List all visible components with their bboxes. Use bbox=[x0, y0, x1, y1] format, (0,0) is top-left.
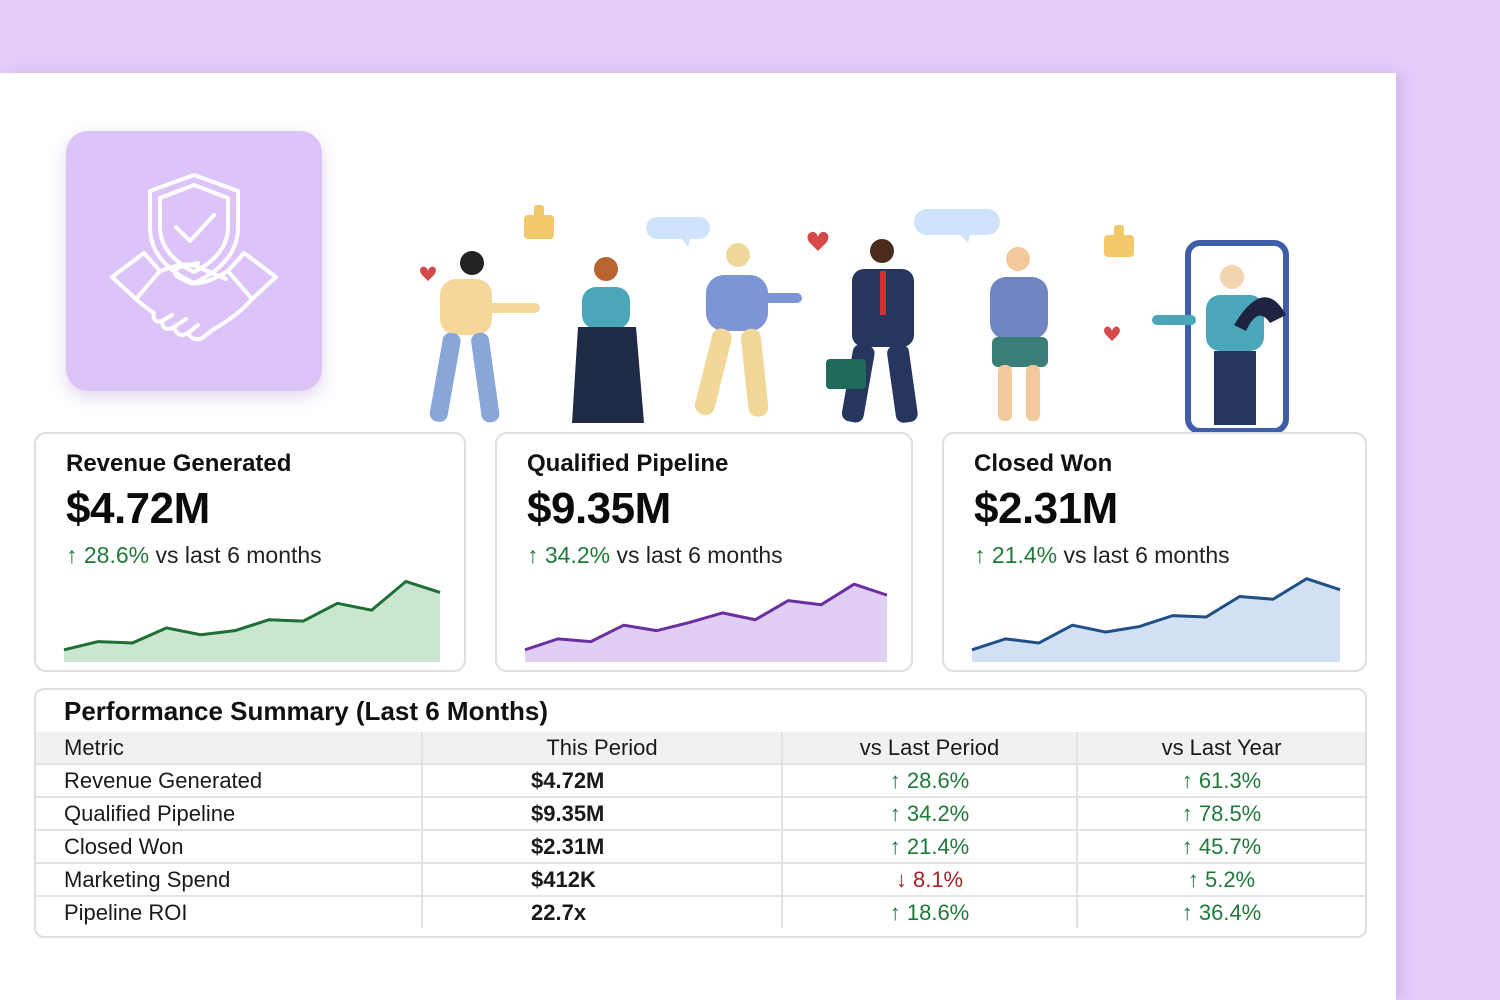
card-title: Revenue Generated bbox=[66, 450, 292, 477]
sparkline-line bbox=[971, 577, 1341, 652]
column-header[interactable]: This Period bbox=[421, 732, 782, 765]
card-change-suffix: vs last 6 months bbox=[1057, 542, 1230, 568]
last-year-cell: ↑ 5.2% bbox=[1076, 863, 1365, 897]
sparkline-area bbox=[525, 584, 887, 662]
value-cell: $9.35M bbox=[421, 797, 782, 831]
person-figure bbox=[572, 257, 644, 423]
table-row: Qualified Pipeline $9.35M ↑ 34.2% ↑ 78.5… bbox=[36, 797, 1365, 831]
metric-cell: Closed Won bbox=[36, 830, 422, 864]
card-delta: ↑ 28.6% vs last 6 months bbox=[66, 542, 322, 569]
card-value: $2.31M bbox=[974, 484, 1118, 533]
briefcase-icon bbox=[826, 359, 866, 389]
table-row: Marketing Spend $412K ↓ 8.1% ↑ 5.2% bbox=[36, 863, 1365, 897]
thumbs-up-icon bbox=[524, 205, 554, 239]
thumbs-up-icon bbox=[1104, 225, 1134, 257]
card-delta: ↑ 21.4% vs last 6 months bbox=[974, 542, 1230, 569]
card-delta: ↑ 34.2% vs last 6 months bbox=[527, 542, 783, 569]
sparkline-line bbox=[63, 579, 441, 652]
value-cell: $2.31M bbox=[421, 830, 782, 864]
card-value: $9.35M bbox=[527, 484, 671, 533]
kpi-card-pipeline[interactable]: Qualified Pipeline $9.35M ↑ 34.2% vs las… bbox=[495, 432, 913, 672]
last-period-cell: ↓ 8.1% bbox=[781, 863, 1077, 897]
kpi-card-revenue[interactable]: Revenue Generated $4.72M ↑ 28.6% vs last… bbox=[34, 432, 466, 672]
heart-icon bbox=[807, 231, 829, 251]
card-change: 34.2% bbox=[544, 542, 611, 568]
last-year-cell: ↑ 45.7% bbox=[1076, 830, 1365, 864]
card-change: 21.4% bbox=[991, 542, 1058, 568]
table-row: Closed Won $2.31M ↑ 21.4% ↑ 45.7% bbox=[36, 830, 1365, 864]
performance-summary-table: Performance Summary (Last 6 Months) Metr… bbox=[34, 688, 1367, 938]
phone-frame-icon bbox=[1152, 240, 1289, 434]
last-period-cell: ↑ 21.4% bbox=[781, 830, 1077, 864]
person-figure bbox=[694, 243, 802, 417]
value-cell: $4.72M bbox=[421, 764, 782, 798]
table-header-row: Metric This Period vs Last Period vs Las… bbox=[36, 732, 1365, 765]
sparkline-chart bbox=[524, 582, 888, 662]
last-year-cell: ↑ 61.3% bbox=[1076, 764, 1365, 798]
last-period-cell: ↑ 34.2% bbox=[781, 797, 1077, 831]
value-cell: $412K bbox=[421, 863, 782, 897]
card-title: Qualified Pipeline bbox=[527, 450, 729, 477]
table-row: Pipeline ROI 22.7x ↑ 18.6% ↑ 36.4% bbox=[36, 896, 1365, 928]
magnet-icon bbox=[1234, 297, 1286, 331]
card-change-suffix: vs last 6 months bbox=[149, 542, 322, 568]
kpi-card-closed-won[interactable]: Closed Won $2.31M ↑ 21.4% vs last 6 mont… bbox=[942, 432, 1367, 672]
heart-icon bbox=[420, 266, 436, 281]
metric-cell: Pipeline ROI bbox=[64, 899, 188, 925]
sparkline-chart bbox=[971, 577, 1341, 662]
column-header[interactable]: Metric bbox=[36, 732, 422, 765]
heart-icon bbox=[1104, 326, 1120, 341]
value-cell: 22.7x bbox=[421, 896, 782, 928]
metric-cell: Revenue Generated bbox=[36, 764, 422, 798]
up-arrow-icon: ↑ bbox=[66, 542, 78, 568]
logo-tile bbox=[66, 131, 322, 391]
card-value: $4.72M bbox=[66, 484, 210, 533]
column-header[interactable]: vs Last Year bbox=[1076, 732, 1365, 765]
sparkline-chart bbox=[63, 579, 441, 662]
sparkline-line bbox=[524, 582, 888, 652]
metric-cell: Qualified Pipeline bbox=[36, 797, 422, 831]
up-arrow-icon: ↑ bbox=[974, 542, 986, 568]
person-figure bbox=[990, 247, 1048, 421]
last-period-cell: ↑ 28.6% bbox=[781, 764, 1077, 798]
last-year-cell: ↑ 78.5% bbox=[1076, 797, 1365, 831]
last-period-cell: ↑ 18.6% bbox=[781, 896, 1077, 928]
column-header[interactable]: vs Last Period bbox=[781, 732, 1077, 765]
last-year-cell: ↑ 36.4% bbox=[1076, 896, 1365, 928]
sparkline-area bbox=[64, 581, 440, 662]
card-title: Closed Won bbox=[974, 450, 1113, 477]
metric-cell: Marketing Spend bbox=[36, 863, 422, 897]
people-illustration bbox=[420, 205, 1289, 434]
chat-bubble-icon bbox=[914, 209, 1000, 243]
table-row: Revenue Generated $4.72M ↑ 28.6% ↑ 61.3% bbox=[36, 764, 1365, 798]
table-title: Performance Summary (Last 6 Months) bbox=[64, 696, 549, 726]
person-figure bbox=[429, 251, 540, 423]
card-change: 28.6% bbox=[83, 542, 150, 568]
person-figure bbox=[826, 239, 918, 423]
summary-table: Metric This Period vs Last Period vs Las… bbox=[36, 732, 1365, 928]
shield-check-handshake-icon bbox=[110, 173, 278, 342]
card-change-suffix: vs last 6 months bbox=[610, 542, 783, 568]
sparkline-area bbox=[972, 578, 1340, 662]
chat-bubble-icon bbox=[646, 217, 710, 247]
up-arrow-icon: ↑ bbox=[527, 542, 539, 568]
